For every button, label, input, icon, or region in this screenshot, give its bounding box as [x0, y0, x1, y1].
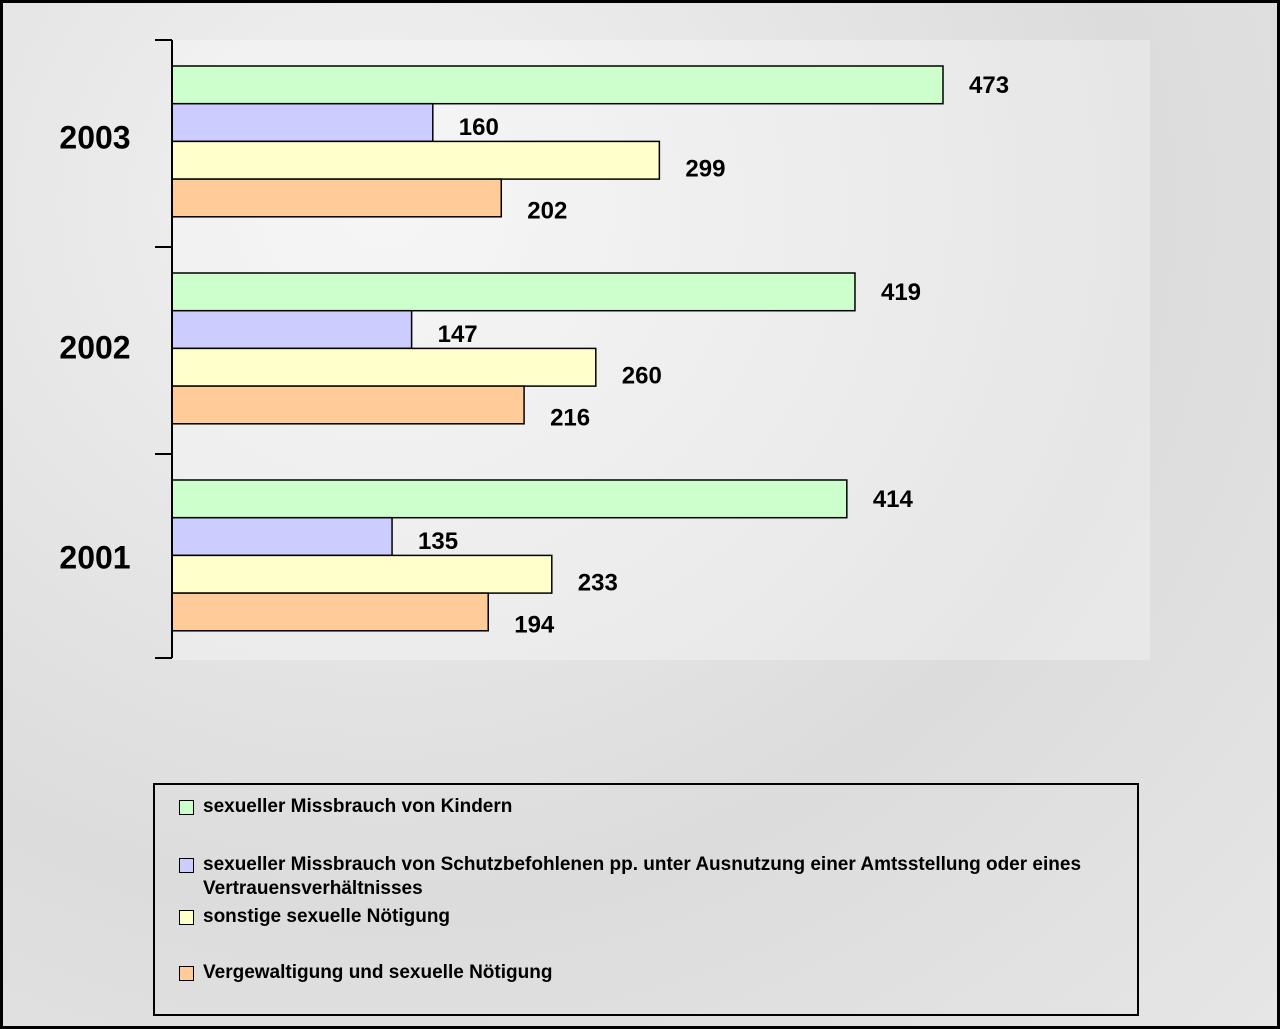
value-label: 299 — [685, 156, 725, 183]
value-label: 414 — [873, 486, 914, 513]
bar — [171, 385, 525, 425]
legend-swatch — [179, 858, 194, 873]
value-label: 135 — [418, 528, 458, 555]
category-label: 2001 — [59, 539, 130, 575]
bar — [171, 516, 393, 557]
bar — [171, 309, 413, 350]
value-label: 233 — [578, 570, 618, 597]
bar — [171, 479, 848, 519]
value-label: 160 — [459, 114, 499, 141]
category-label: 2002 — [59, 329, 130, 365]
bar — [171, 102, 434, 143]
value-label: 202 — [527, 197, 567, 224]
bar — [171, 65, 944, 105]
legend-item: Vergewaltigung und sexuelle Nötigung — [179, 961, 1119, 985]
legend-label: sexueller Missbrauch von Kindern — [203, 796, 513, 817]
bar — [171, 178, 503, 218]
value-label: 419 — [881, 279, 921, 306]
legend-swatch — [179, 800, 194, 815]
legend-item: sonstige sexuelle Nötigung — [179, 905, 1119, 929]
legend-swatch — [179, 966, 194, 981]
legend-swatch — [179, 910, 194, 925]
value-label: 194 — [514, 611, 555, 638]
legend-item: sexueller Missbrauch von Schutzbefohlene… — [179, 853, 1119, 901]
bar — [171, 140, 661, 180]
value-label: 216 — [550, 404, 590, 431]
legend: sexueller Missbrauch von Kindern sexuelle… — [153, 783, 1139, 1016]
legend-item: sexueller Missbrauch von Kindern — [179, 795, 1119, 819]
value-label: 147 — [438, 321, 478, 348]
value-label: 473 — [969, 72, 1009, 99]
category-label: 2003 — [59, 119, 130, 155]
legend-label: sonstige sexuelle Nötigung — [203, 906, 451, 927]
bar — [171, 347, 597, 387]
bar — [171, 592, 489, 632]
bar — [171, 554, 553, 594]
bar — [171, 272, 856, 312]
legend-label: Vergewaltigung und sexuelle Nötigung — [203, 962, 553, 983]
legend-label: sexueller Missbrauch von Schutzbefohlene… — [203, 854, 1082, 899]
value-label: 260 — [622, 363, 662, 390]
